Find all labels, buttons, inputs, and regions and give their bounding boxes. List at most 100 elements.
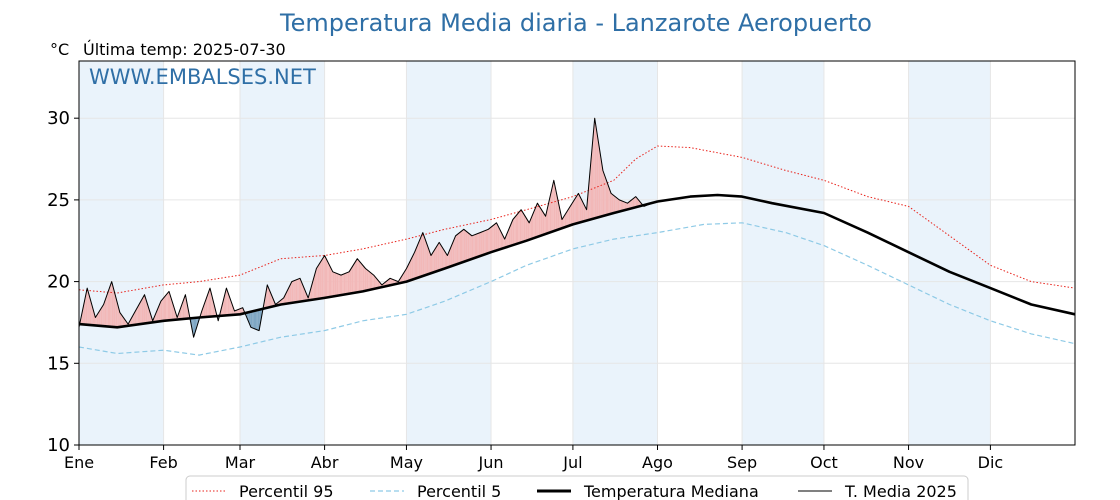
deviation-fill-segment — [366, 269, 369, 291]
deviation-fill-segment — [527, 220, 530, 241]
chart-title: Temperatura Media diaria - Lanzarote Aer… — [279, 9, 872, 37]
deviation-fill-segment — [507, 229, 509, 247]
deviation-fill-segment — [474, 234, 476, 258]
deviation-fill-segment — [450, 245, 452, 267]
deviation-fill-segment — [330, 266, 332, 297]
legend: Percentil 95 Percentil 5 Temperatura Med… — [185, 475, 969, 500]
deviation-fill-segment — [421, 232, 423, 277]
deviation-fill-segment — [574, 197, 576, 224]
deviation-fill-segment — [372, 274, 374, 290]
deviation-fill-segment — [575, 195, 577, 224]
deviation-fill-segment — [414, 248, 416, 279]
deviation-fill-segment — [552, 180, 554, 232]
deviation-fill-segment — [300, 278, 302, 302]
p5-line — [78, 222, 1076, 356]
deviation-fill-segment — [170, 295, 172, 321]
deviation-fill-segment — [287, 287, 290, 304]
deviation-fill-segment — [418, 239, 421, 278]
deviation-fill-segment — [342, 274, 344, 295]
deviation-fill-segment — [624, 202, 627, 211]
deviation-fill-segment — [582, 201, 584, 222]
unit-label: °C — [50, 40, 69, 59]
deviation-fill-segment — [133, 311, 135, 325]
deviation-fill-segment — [511, 219, 513, 246]
deviation-fill-segment — [583, 204, 586, 222]
deviation-fill-segment — [540, 207, 542, 236]
deviation-fill-segment — [143, 294, 145, 324]
deviation-fill-segment — [313, 273, 315, 300]
deviation-fill-segment — [526, 218, 528, 241]
legend-label-current: T. Media 2025 — [844, 482, 957, 500]
deviation-fill-segment — [609, 189, 612, 215]
deviation-fill-segment — [530, 216, 532, 240]
deviation-fill-segment — [229, 295, 231, 316]
deviation-fill-segment — [204, 299, 206, 318]
deviation-fill-segment — [158, 304, 160, 322]
deviation-fill-segment — [560, 213, 562, 229]
median-line — [78, 193, 1076, 329]
deviation-fill-segment — [522, 211, 524, 243]
legend-label-p5: Percentil 5 — [417, 482, 501, 500]
x-tick-label-abr: Abr — [311, 453, 339, 472]
deviation-fill-segment — [324, 255, 326, 298]
deviation-fill-segment — [502, 233, 504, 249]
deviation-fill-segment — [585, 207, 587, 221]
legend-label-median: Temperatura Mediana — [583, 482, 759, 500]
deviation-fill-segment — [536, 203, 538, 238]
deviation-fill-segment — [480, 232, 482, 256]
deviation-fill-segment — [551, 186, 553, 233]
deviation-fill-segment — [256, 310, 258, 331]
deviation-fill-segment — [465, 230, 467, 262]
deviation-fill-segment — [590, 148, 592, 220]
deviation-fill-segment — [571, 202, 573, 225]
deviation-fill-segment — [500, 230, 502, 250]
deviation-fill-segment — [178, 309, 180, 320]
deviation-fill-segment — [611, 193, 613, 214]
deviation-fill-segment — [291, 281, 294, 303]
watermark-text: WWW.EMBALSES.NET — [89, 65, 316, 89]
x-tick-label-jun: Jun — [478, 453, 504, 472]
deviation-fill-segment — [267, 284, 269, 308]
deviation-fill-segment — [205, 295, 208, 317]
deviation-fill-segment — [305, 291, 307, 301]
y-tick-label-15: 15 — [47, 353, 70, 374]
deviation-fill-segment — [619, 199, 621, 212]
deviation-fill-segment — [532, 213, 534, 239]
deviation-fill-segment — [533, 209, 535, 239]
deviation-fill-segment — [301, 281, 303, 302]
deviation-fill-segment — [632, 197, 635, 208]
deviation-fill-segment — [109, 285, 111, 327]
deviation-fill-segment — [272, 297, 275, 307]
deviation-fill-segment — [495, 222, 497, 251]
deviation-fill-segment — [375, 276, 377, 289]
deviation-fill-segment — [331, 269, 333, 297]
deviation-fill-segment — [302, 284, 305, 302]
p95-line — [78, 145, 1076, 294]
x-tick-label-ago: Ago — [642, 453, 673, 472]
deviation-fill-segment — [319, 262, 321, 299]
y-tick-label-20: 20 — [47, 272, 70, 293]
deviation-fill-segment — [635, 196, 637, 208]
deviation-fill-segment — [422, 232, 425, 276]
deviation-fill-segment — [289, 284, 291, 304]
deviation-fill-segment — [104, 296, 107, 327]
deviation-fill-segment — [506, 232, 508, 248]
deviation-fill-segment — [121, 314, 123, 327]
y-tick-label-25: 25 — [47, 190, 70, 211]
deviation-fill-segment — [387, 279, 389, 286]
deviation-fill-segment — [369, 271, 371, 290]
deviation-fill-segment — [630, 199, 632, 209]
deviation-fill-segment — [253, 310, 255, 329]
deviation-fill-segment — [470, 234, 472, 260]
deviation-fill-segment — [525, 216, 527, 242]
deviation-fill-segment — [529, 219, 531, 240]
deviation-fill-segment — [144, 294, 146, 324]
deviation-fill-segment — [473, 234, 475, 259]
deviation-fill-segment — [626, 202, 628, 210]
deviation-fill-segment — [106, 293, 108, 327]
x-tick-label-ene: Ene — [64, 453, 94, 472]
deviation-fill-segment — [103, 300, 105, 327]
deviation-fill-segment — [115, 297, 118, 328]
deviation-fill-segment — [627, 202, 629, 210]
deviation-fill-segment — [487, 229, 489, 254]
